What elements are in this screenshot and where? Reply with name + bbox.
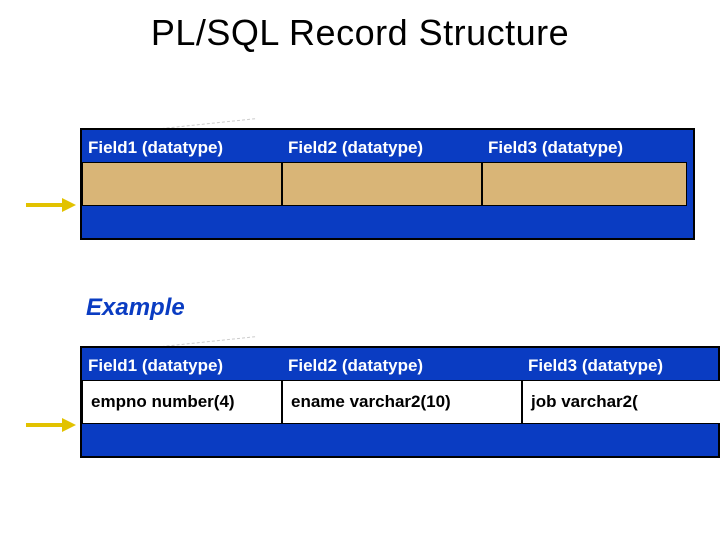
field-cell	[482, 162, 687, 206]
record-example-panel: Field1 (datatype)empno number(4)Field2 (…	[80, 346, 720, 458]
arrow-indicator-2	[26, 420, 76, 430]
field-header: Field2 (datatype)	[282, 348, 522, 380]
field-cell	[82, 162, 282, 206]
record-structure-panel: Field1 (datatype)Field2 (datatype)Field3…	[80, 128, 695, 240]
field-header: Field1 (datatype)	[82, 130, 282, 162]
arrow-indicator-1	[26, 200, 76, 210]
page-title: PL/SQL Record Structure	[0, 12, 720, 54]
field-header: Field3 (datatype)	[522, 348, 720, 380]
field-cell: job varchar2(	[522, 380, 720, 424]
field-cell: empno number(4)	[82, 380, 282, 424]
field-cell	[282, 162, 482, 206]
field-header: Field3 (datatype)	[482, 130, 687, 162]
field-header: Field2 (datatype)	[282, 130, 482, 162]
field-header: Field1 (datatype)	[82, 348, 282, 380]
field-cell: ename varchar2(10)	[282, 380, 522, 424]
example-label: Example	[86, 294, 185, 322]
